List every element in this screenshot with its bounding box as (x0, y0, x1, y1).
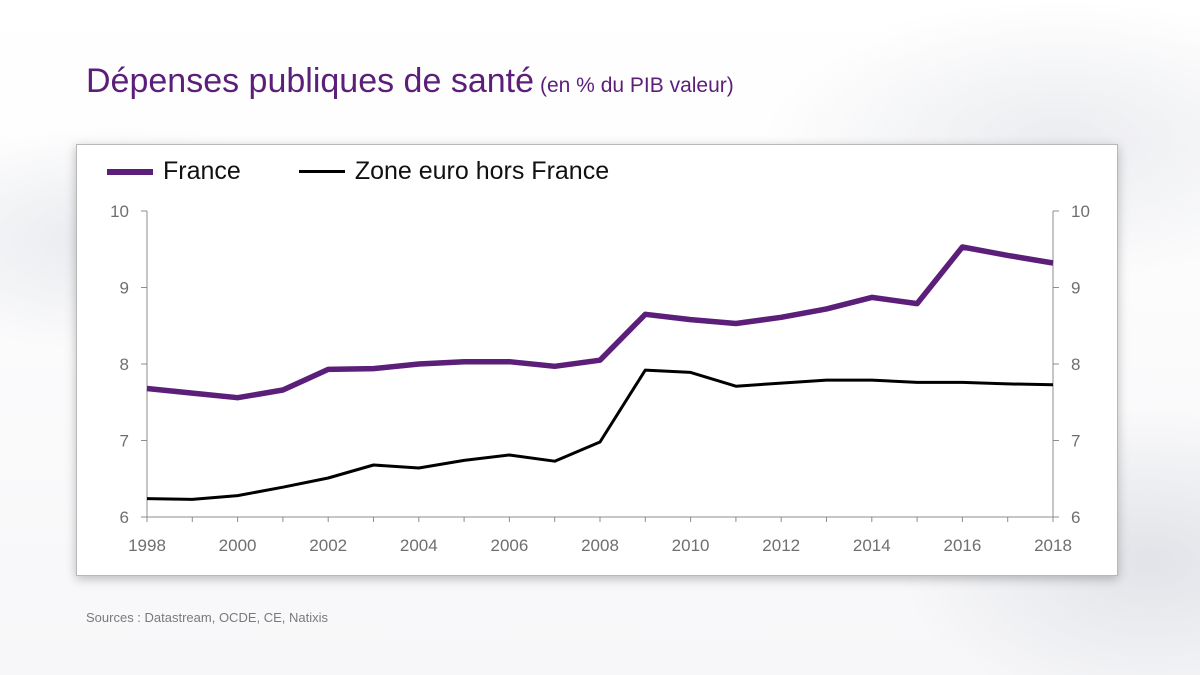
series-line-france (146, 244, 1054, 401)
x-tick-label: 2010 (672, 536, 710, 555)
y-tick-label-right: 10 (1071, 202, 1090, 221)
x-tick-label: 2006 (490, 536, 528, 555)
y-tick-label-left: 10 (110, 202, 129, 221)
legend-label-zone-euro: Zone euro hors France (354, 157, 610, 185)
y-tick-label-right: 6 (1071, 508, 1080, 527)
legend-swatch-france (107, 168, 153, 175)
x-tick-label: 2018 (1034, 536, 1072, 555)
x-tick-label: 2012 (762, 536, 800, 555)
x-tick-label: 2000 (219, 536, 257, 555)
source-note: Sources : Datastream, OCDE, CE, Natixis (86, 610, 329, 625)
x-tick-label: 1998 (128, 536, 166, 555)
title-subtitle: (en % du PIB valeur) (540, 74, 734, 97)
chart-legend: France Zone euro hors France (107, 157, 667, 186)
legend-item-zone-euro: Zone euro hors France (298, 157, 610, 186)
y-tick-label-right: 9 (1071, 279, 1080, 298)
legend-label-france: France (163, 157, 241, 185)
y-tick-label-right: 8 (1071, 355, 1080, 374)
x-tick-label: 2002 (309, 536, 347, 555)
legend-item-france: France (107, 157, 241, 186)
y-tick-label-right: 7 (1071, 432, 1080, 451)
y-tick-label-left: 8 (120, 355, 129, 374)
page-title: Dépenses publiques de santé (en % du PIB … (86, 62, 734, 101)
legend-swatch-zone-euro (298, 170, 345, 173)
series-line-zone-euro (146, 368, 1054, 501)
line-chart: 6 6 7 7 8 8 9 9 10 10 1998 2000 2002 2004 2006 2008 2010… (110, 202, 1090, 555)
x-tick-label: 2008 (581, 536, 619, 555)
x-tick-label: 2016 (943, 536, 981, 555)
y-tick-label-left: 7 (120, 432, 129, 451)
chart-panel: France Zone euro hors France 6 6 7 7 8 8 9 9 10 1… (76, 144, 1118, 576)
y-tick-label-left: 9 (120, 279, 129, 298)
title-text: Dépenses publiques de santé (86, 62, 534, 100)
x-tick-label: 2014 (853, 536, 891, 555)
x-tick-label: 2004 (400, 536, 438, 555)
y-tick-label-left: 6 (120, 508, 129, 527)
